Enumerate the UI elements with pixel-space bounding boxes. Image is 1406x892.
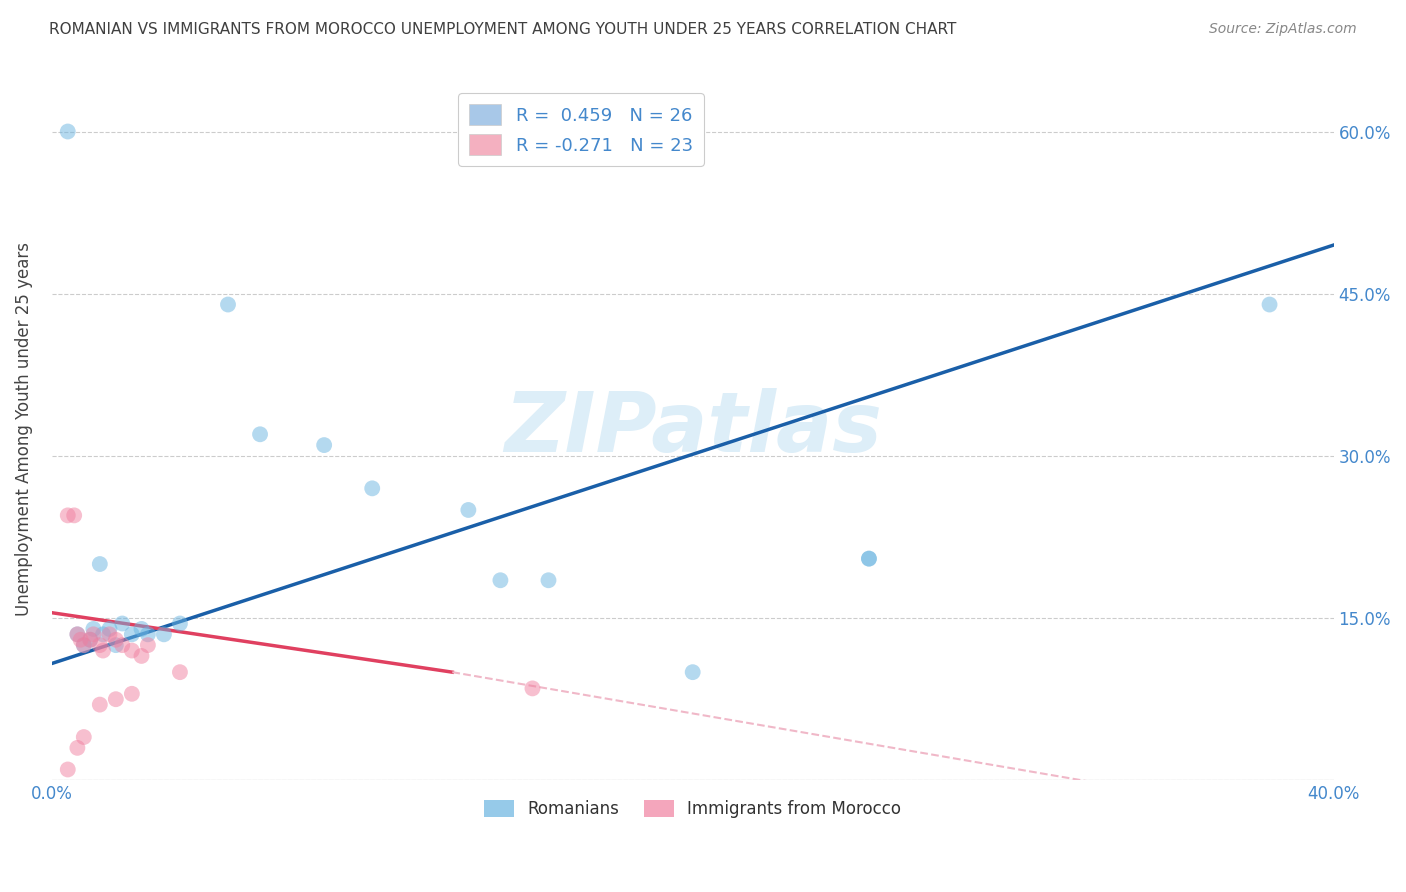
Point — [169, 616, 191, 631]
Point — [858, 551, 880, 566]
Point — [89, 638, 111, 652]
Point — [361, 481, 384, 495]
Y-axis label: Unemployment Among Youth under 25 years: Unemployment Among Youth under 25 years — [15, 242, 32, 615]
Point — [489, 574, 512, 588]
Point — [111, 638, 134, 652]
Point — [136, 638, 159, 652]
Point — [73, 730, 96, 744]
Point — [537, 574, 560, 588]
Point — [104, 632, 127, 647]
Text: Source: ZipAtlas.com: Source: ZipAtlas.com — [1209, 22, 1357, 37]
Point — [111, 616, 134, 631]
Point — [63, 508, 86, 523]
Point — [121, 687, 143, 701]
Point — [457, 503, 479, 517]
Text: ROMANIAN VS IMMIGRANTS FROM MOROCCO UNEMPLOYMENT AMONG YOUTH UNDER 25 YEARS CORR: ROMANIAN VS IMMIGRANTS FROM MOROCCO UNEM… — [49, 22, 956, 37]
Point — [73, 638, 96, 652]
Point — [56, 508, 79, 523]
Point — [73, 638, 96, 652]
Point — [121, 643, 143, 657]
Point — [169, 665, 191, 680]
Point — [66, 627, 89, 641]
Point — [79, 632, 101, 647]
Point — [1258, 297, 1281, 311]
Legend: Romanians, Immigrants from Morocco: Romanians, Immigrants from Morocco — [477, 793, 908, 825]
Point — [56, 124, 79, 138]
Point — [82, 622, 104, 636]
Point — [104, 692, 127, 706]
Point — [314, 438, 336, 452]
Point — [522, 681, 544, 696]
Point — [217, 297, 239, 311]
Point — [131, 648, 153, 663]
Point — [104, 638, 127, 652]
Point — [131, 622, 153, 636]
Point — [136, 627, 159, 641]
Point — [858, 551, 880, 566]
Point — [91, 643, 114, 657]
Text: ZIPatlas: ZIPatlas — [503, 388, 882, 469]
Point — [79, 632, 101, 647]
Point — [121, 627, 143, 641]
Point — [682, 665, 704, 680]
Point — [66, 627, 89, 641]
Point — [56, 763, 79, 777]
Point — [82, 627, 104, 641]
Point — [153, 627, 176, 641]
Point — [69, 632, 91, 647]
Point — [89, 698, 111, 712]
Point — [249, 427, 271, 442]
Point — [98, 622, 121, 636]
Point — [89, 557, 111, 571]
Point — [91, 627, 114, 641]
Point — [98, 627, 121, 641]
Point — [66, 740, 89, 755]
